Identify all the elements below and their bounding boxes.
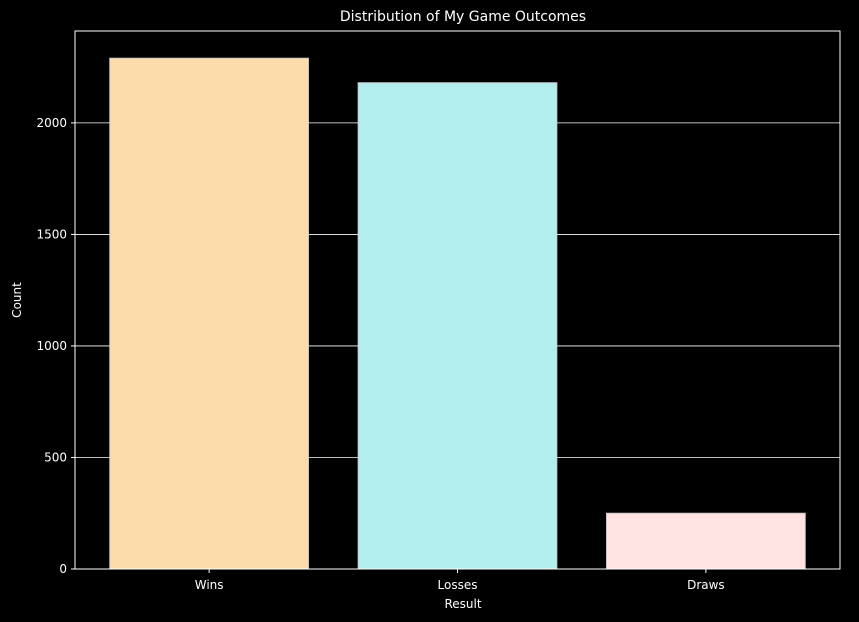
y-tick-label: 500 (44, 450, 67, 464)
y-tick-label: 1500 (36, 227, 67, 241)
chart-title: Distribution of My Game Outcomes (340, 9, 586, 25)
y-tick-label: 1000 (36, 339, 67, 353)
y-axis-ticks: 0 500 1000 1500 2000 (36, 116, 75, 576)
x-axis-ticks: Wins Losses Draws (195, 569, 725, 592)
y-tick-label: 0 (59, 562, 67, 576)
bar-layer (109, 57, 806, 570)
x-tick-label-draws: Draws (687, 578, 725, 592)
y-axis-label: Count (10, 282, 24, 318)
x-axis-label: Result (444, 597, 481, 611)
x-tick-label-losses: Losses (438, 578, 478, 592)
y-tick-label: 2000 (36, 116, 67, 130)
bar-losses (357, 82, 558, 570)
bar-wins (109, 57, 309, 570)
x-tick-label-wins: Wins (195, 578, 224, 592)
bar-draws (606, 512, 806, 570)
